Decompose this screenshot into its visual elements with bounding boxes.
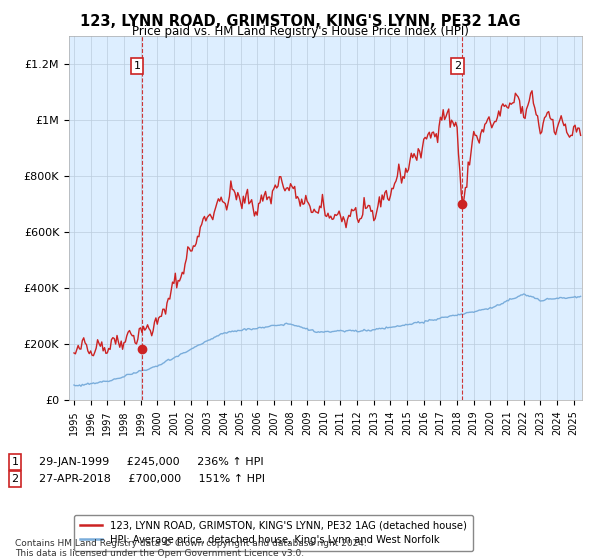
Text: 2: 2: [454, 61, 461, 71]
Text: Contains HM Land Registry data © Crown copyright and database right 2024.
This d: Contains HM Land Registry data © Crown c…: [15, 539, 367, 558]
Text: 2: 2: [11, 474, 19, 484]
Legend: 123, LYNN ROAD, GRIMSTON, KING'S LYNN, PE32 1AG (detached house), HPI: Average p: 123, LYNN ROAD, GRIMSTON, KING'S LYNN, P…: [74, 515, 473, 550]
Text: Price paid vs. HM Land Registry's House Price Index (HPI): Price paid vs. HM Land Registry's House …: [131, 25, 469, 38]
Text: 1: 1: [11, 457, 19, 467]
Text: 27-APR-2018     £700,000     151% ↑ HPI: 27-APR-2018 £700,000 151% ↑ HPI: [39, 474, 265, 484]
Text: 1: 1: [133, 61, 140, 71]
Text: 123, LYNN ROAD, GRIMSTON, KING'S LYNN, PE32 1AG: 123, LYNN ROAD, GRIMSTON, KING'S LYNN, P…: [80, 14, 520, 29]
Text: 29-JAN-1999     £245,000     236% ↑ HPI: 29-JAN-1999 £245,000 236% ↑ HPI: [39, 457, 263, 467]
